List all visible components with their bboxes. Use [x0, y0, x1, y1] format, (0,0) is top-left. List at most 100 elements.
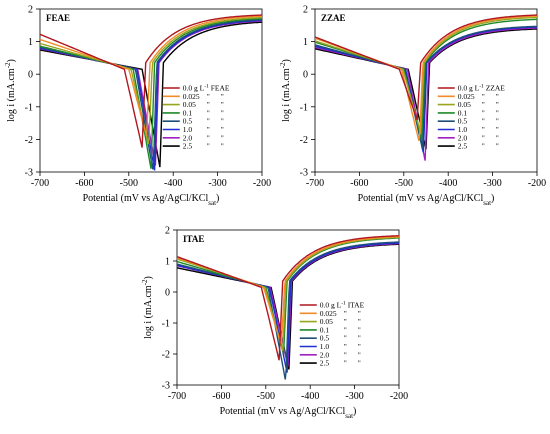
y-axis-label-end: ) — [143, 276, 154, 279]
legend-entry-label: 1.0 — [320, 342, 330, 351]
legend-ditto-inhibitor: " — [496, 125, 499, 134]
x-tick-label: -200 — [528, 178, 546, 189]
legend-ditto-inhibitor: " — [496, 108, 499, 117]
legend-ditto-inhibitor: " — [221, 117, 224, 126]
legend-entry-label: 2.5 — [320, 359, 330, 368]
plot-frame — [314, 8, 538, 173]
series-line-0.1 — [40, 17, 262, 169]
y-tick-label: 2 — [303, 5, 308, 16]
legend-entry-label: 0.05 — [320, 317, 333, 326]
legend-ditto-inhibitor: " — [496, 133, 499, 142]
legend-header-unit: g L — [194, 84, 205, 93]
series-line-0.5 — [177, 241, 399, 380]
legend-entry-label: 0.025 — [458, 92, 475, 101]
x-tick-label: -400 — [301, 391, 319, 402]
y-tick-label: 2 — [28, 5, 33, 16]
x-axis-label-sub: sat — [208, 199, 216, 207]
legend-entry-label: 0.1 — [183, 108, 193, 117]
series-line-0.0 — [315, 14, 537, 121]
legend-ditto-unit: " — [207, 108, 210, 117]
y-axis-label: log i (mA.cm-2) — [279, 59, 292, 122]
legend-ditto-unit: " — [344, 334, 347, 343]
y-tick-label: 1 — [303, 37, 308, 48]
x-tick-label: -600 — [75, 178, 93, 189]
series-line-0.0 — [40, 14, 262, 148]
y-axis-label-main: log i (mA.cm — [143, 285, 154, 339]
legend-header-conc: 0.0 — [458, 84, 469, 93]
y-axis-label-end: ) — [281, 59, 292, 62]
y-tick-label: -1 — [300, 102, 308, 113]
legend-ditto-inhibitor: " — [358, 359, 361, 368]
legend-ditto-unit: " — [344, 325, 347, 334]
legend-entry-label: 2.5 — [458, 142, 468, 151]
legend-ditto-inhibitor: " — [358, 317, 361, 326]
x-tick-label: -600 — [350, 178, 368, 189]
legend-header-unit-sup: -1 — [204, 84, 209, 90]
x-axis-label-main: Potential (mV vs Ag/AgCl/KCl — [220, 406, 346, 417]
legend-entry-label: 0.05 — [458, 100, 471, 109]
legend-ditto-unit: " — [207, 100, 210, 109]
legend-ditto-inhibitor: " — [221, 133, 224, 142]
legend-ditto-unit: " — [482, 108, 485, 117]
x-tick-label: -300 — [345, 391, 363, 402]
legend-ditto-inhibitor: " — [496, 142, 499, 151]
legend-ditto-unit: " — [207, 133, 210, 142]
x-axis-label-main: Potential (mV vs Ag/AgCl/KCl — [83, 193, 209, 204]
y-axis-label-sup: -2 — [279, 62, 287, 68]
y-tick-label: 2 — [165, 226, 170, 237]
x-tick-label: -700 — [306, 178, 324, 189]
legend-ditto-inhibitor: " — [221, 92, 224, 101]
x-axis-label: Potential (mV vs Ag/AgCl/KClsat) — [358, 193, 495, 207]
legend-ditto-unit: " — [344, 359, 347, 368]
legend-ditto-inhibitor: " — [358, 309, 361, 318]
legend-header-inhibitor: ZZAE — [484, 84, 505, 93]
legend-ditto-inhibitor: " — [496, 92, 499, 101]
panel-title: ZZAE — [321, 13, 346, 23]
y-tick-label: -2 — [300, 135, 308, 146]
series-line-0.0 — [177, 235, 399, 361]
legend-entry-label: 0.5 — [183, 117, 193, 126]
legend-ditto-inhibitor: " — [358, 334, 361, 343]
legend-entry-label: 2.0 — [183, 133, 193, 142]
y-axis-label: log i (mA.cm-2) — [4, 59, 17, 122]
legend-header-conc: 0.0 — [183, 84, 194, 93]
legend-ditto-unit: " — [207, 117, 210, 126]
x-tick-label: -700 — [168, 391, 186, 402]
legend-header-inhibitor: ITAE — [346, 301, 365, 310]
series-line-0.025 — [40, 15, 262, 137]
legend-ditto-inhibitor: " — [221, 142, 224, 151]
legend-header: 0.0 g L-1 ZZAE — [458, 84, 506, 93]
x-tick-label: -300 — [483, 178, 501, 189]
y-tick-label: 0 — [303, 70, 308, 81]
legend-entry-label: 0.5 — [458, 117, 468, 126]
y-axis-label-main: log i (mA.cm — [6, 68, 17, 122]
x-tick-label: -200 — [253, 178, 271, 189]
y-tick-label: -1 — [162, 319, 170, 330]
y-axis-label-main: log i (mA.cm — [281, 68, 292, 122]
x-tick-label: -600 — [212, 391, 230, 402]
x-axis-label: Potential (mV vs Ag/AgCl/KClsat) — [83, 193, 220, 207]
x-axis-label-sub: sat — [345, 412, 353, 420]
y-axis-label-sup: -2 — [141, 279, 149, 285]
legend-entry-label: 1.0 — [458, 125, 468, 134]
legend-ditto-unit: " — [482, 125, 485, 134]
legend-ditto-unit: " — [482, 133, 485, 142]
legend-ditto-unit: " — [344, 309, 347, 318]
series-line-0.05 — [315, 16, 537, 134]
y-tick-label: 0 — [28, 70, 33, 81]
x-tick-label: -200 — [390, 391, 408, 402]
x-tick-label: -400 — [439, 178, 457, 189]
chart-panel-feae: -700 -600 -500 -400 -300 -200 -3 -2 -1 0 1 2 Potenti… — [4, 5, 271, 208]
y-tick-label: 1 — [165, 257, 170, 268]
legend-entry-label: 0.025 — [320, 309, 337, 318]
legend-ditto-inhibitor: " — [221, 125, 224, 134]
legend-ditto-unit: " — [482, 92, 485, 101]
legend-ditto-unit: " — [344, 342, 347, 351]
x-axis-label-main: Potential (mV vs Ag/AgCl/KCl — [358, 193, 484, 204]
x-axis-label-end: ) — [353, 406, 356, 417]
legend-ditto-unit: " — [482, 100, 485, 109]
plot-frame — [39, 8, 263, 173]
legend-ditto-inhibitor: " — [496, 100, 499, 109]
y-tick-label: -2 — [25, 135, 33, 146]
